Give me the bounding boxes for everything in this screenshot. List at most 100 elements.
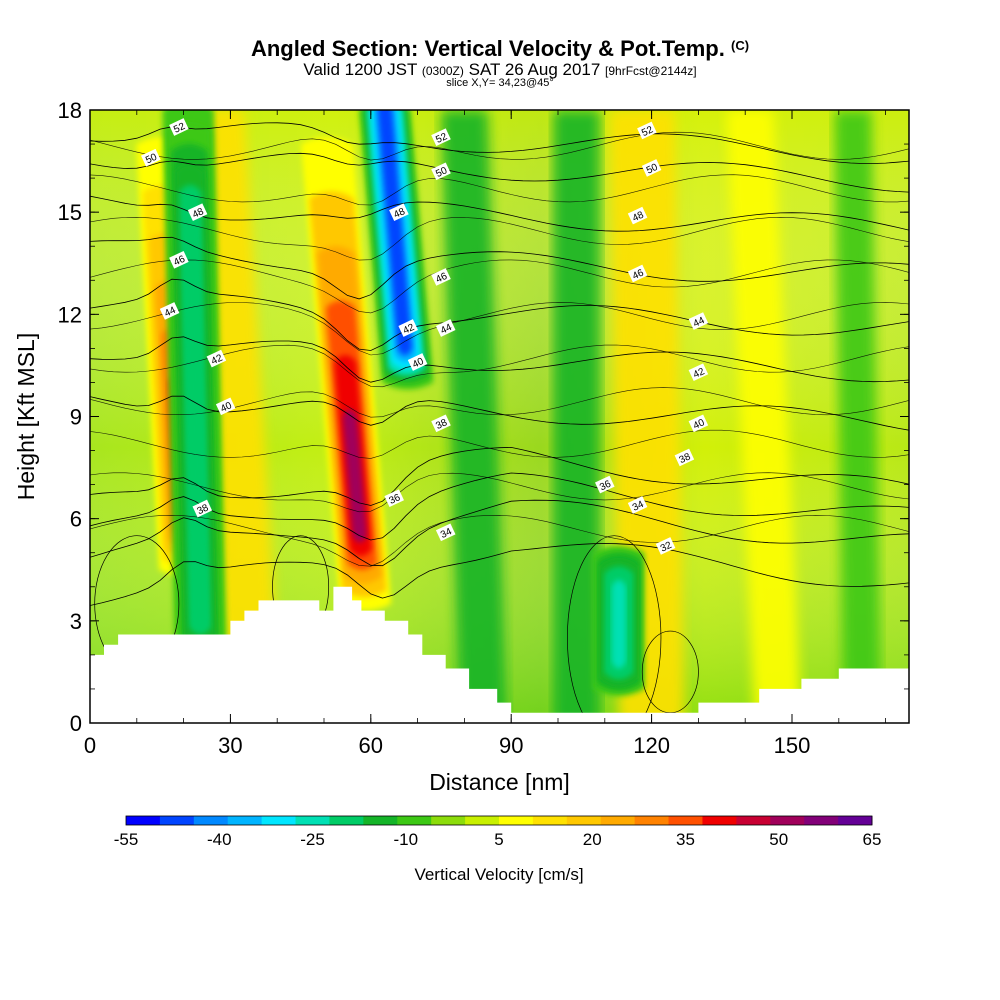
y-tick-label: 12: [58, 302, 82, 327]
chart-title-unit: (C): [731, 38, 750, 53]
contour-label-text: 34: [439, 526, 454, 541]
contour-label-box: [595, 475, 615, 494]
contour-label-text: 48: [631, 209, 646, 224]
colorbar-swatch: [295, 816, 330, 825]
chart-subtitle: Valid 1200 JST (0300Z) SAT 26 Aug 2017 […: [0, 60, 1000, 80]
colorbar-swatch: [532, 816, 568, 825]
theta-contour: [90, 543, 909, 606]
contour-label-text: 40: [411, 356, 426, 371]
colorbar-swatch: [838, 816, 873, 825]
contour-label-box: [169, 250, 189, 269]
contour-label-text: 32: [659, 540, 674, 555]
theta-contour-minor: [90, 472, 909, 513]
colorbar-tick-label: -25: [300, 830, 325, 849]
colorbar-tick-label: 5: [494, 830, 503, 849]
contour-labels: 52 50 48 46 44 42 40 38 52 50 48 46 44 42 40 38 36 34 52 50…: [141, 118, 709, 555]
theta-contour-minor: [90, 302, 909, 356]
velocity-field: [136, 110, 881, 723]
contour-label: 44: [435, 319, 456, 337]
contour-label: 44: [688, 312, 709, 330]
theta-contour: [90, 472, 909, 541]
updraft-core: [342, 409, 367, 543]
y-tick-label: 6: [70, 507, 82, 532]
theta-contour: [90, 336, 909, 383]
x-axis-label: Distance [nm]: [429, 769, 570, 795]
velocity-contour-loop: [641, 630, 699, 714]
theta-contour-minor: [90, 216, 909, 261]
contour-label-text: 52: [434, 131, 449, 146]
contour-label: 40: [407, 353, 428, 371]
contour-label: 42: [688, 363, 709, 382]
contour-label: 38: [192, 499, 213, 518]
x-tick-label: 30: [218, 733, 242, 758]
colorbar-swatch: [159, 816, 195, 825]
velocity-band: [726, 110, 802, 723]
contour-label-text: 38: [196, 502, 211, 517]
valid-prefix: Valid 1200 JST: [303, 60, 418, 79]
colorbar-swatch: [465, 816, 500, 825]
x-tick-label: 60: [359, 733, 383, 758]
forecast-info: [9hrFcst@2144z]: [605, 64, 697, 78]
contour-label-box: [407, 353, 428, 371]
contour-label-box: [674, 448, 695, 467]
colorbar-swatch: [804, 816, 839, 825]
contour-label: 34: [435, 523, 456, 542]
contour-label-text: 48: [392, 206, 407, 221]
colorbar-swatch: [702, 816, 737, 825]
colorbar-tick-label: -55: [114, 830, 139, 849]
contour-label-text: 52: [640, 124, 655, 139]
velocity-band: [553, 110, 601, 723]
theta-contour-minor: [90, 174, 909, 206]
contour-label-box: [627, 496, 648, 514]
contour-label-text: 44: [163, 305, 178, 320]
contour-label-box: [431, 414, 451, 433]
colorbar-swatch: [600, 816, 636, 825]
contour-label: 32: [655, 537, 676, 555]
contour-label-text: 38: [434, 417, 449, 432]
contour-label-text: 38: [678, 451, 693, 466]
colorbar-tick-label: 50: [769, 830, 788, 849]
contour-label-box: [431, 128, 451, 147]
contour-label: 52: [169, 118, 189, 136]
theta-contour: [90, 152, 909, 193]
contour-label: 36: [595, 475, 615, 494]
theta-contour: [90, 195, 909, 232]
colorbar-swatch: [566, 816, 602, 825]
contour-label-box: [384, 489, 404, 508]
contour-label: 38: [674, 448, 695, 467]
theta-contour-minor: [90, 344, 909, 388]
contour-label: 38: [431, 414, 451, 433]
contour-label: 50: [141, 148, 161, 167]
contour-label: 40: [215, 397, 236, 416]
contour-label-text: 40: [692, 417, 707, 432]
contour-label: 52: [637, 121, 657, 140]
contour-label-box: [215, 397, 236, 416]
contour-label-box: [655, 537, 676, 555]
contour-label-text: 50: [144, 152, 159, 167]
y-tick-label: 3: [70, 609, 82, 634]
contour-label: 48: [389, 203, 409, 222]
contour-label-text: 44: [439, 322, 454, 337]
colorbar-title: Vertical Velocity [cm/s]: [414, 865, 583, 884]
contour-label-text: 50: [645, 162, 660, 177]
contour-label-box: [141, 148, 161, 167]
colorbar-swatch: [431, 816, 466, 825]
contour-label: 42: [398, 319, 418, 337]
contour-label-text: 48: [191, 206, 206, 221]
downdraft-core: [611, 579, 627, 669]
contour-label-text: 36: [387, 492, 402, 507]
contour-label-box: [627, 206, 648, 225]
colorbar-tick-label: 65: [863, 830, 882, 849]
contour-label: 44: [159, 302, 180, 320]
x-tick-label: 150: [774, 733, 811, 758]
colorbar-swatch: [736, 816, 771, 825]
contour-label-text: 52: [172, 121, 187, 136]
contour-label-box: [431, 268, 451, 286]
colorbar-swatch: [668, 816, 703, 825]
colorbar-swatch: [499, 816, 534, 825]
contour-label-box: [627, 264, 648, 283]
colorbar-swatch: [363, 816, 398, 825]
contour-label: 40: [688, 414, 709, 433]
